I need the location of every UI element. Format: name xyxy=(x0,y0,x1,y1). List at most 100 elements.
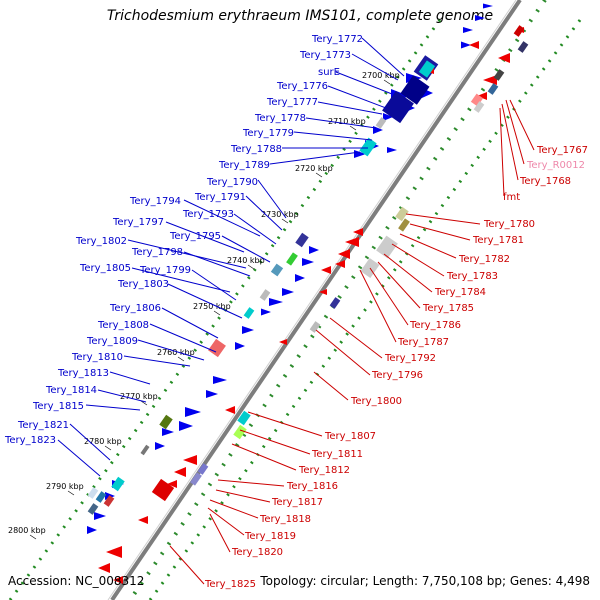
gene-label-reverse[interactable]: Tery_1816 xyxy=(286,481,338,492)
kbp-tick: 2790 kbp xyxy=(46,482,84,491)
gene-label-forward[interactable]: Tery_1814 xyxy=(45,385,97,396)
gene-label-forward[interactable]: Tery_1809 xyxy=(86,336,138,347)
reverse-cds-arrow xyxy=(279,339,287,345)
feature-block xyxy=(270,263,284,277)
gene-label-forward[interactable]: Tery_1776 xyxy=(276,81,328,92)
gene-label-forward[interactable]: Tery_1797 xyxy=(112,217,164,228)
leader-line-reverse xyxy=(209,499,259,519)
gene-label-reverse[interactable]: Tery_1768 xyxy=(519,176,571,187)
leader-line-forward xyxy=(183,199,261,237)
gene-label-forward[interactable]: Tery_1808 xyxy=(97,320,149,331)
gene-label-forward[interactable]: Tery_1813 xyxy=(57,368,109,379)
leader-line-reverse xyxy=(409,223,471,241)
gene-label-reverse[interactable]: Tery_1807 xyxy=(324,431,376,442)
gene-label-reverse[interactable]: Tery_1792 xyxy=(384,353,436,364)
gene-label-rna[interactable]: Tery_R0012 xyxy=(526,160,585,171)
gene-label-reverse[interactable]: Tery_1811 xyxy=(311,449,363,460)
feature-block xyxy=(259,289,271,301)
gene-features xyxy=(87,3,529,584)
gene-label-forward[interactable]: Tery_1821 xyxy=(17,420,69,431)
leader-line-reverse xyxy=(369,267,409,326)
leader-line-forward xyxy=(245,195,283,231)
gene-label-forward[interactable]: Tery_1793 xyxy=(182,209,234,220)
forward-cds-arrow xyxy=(295,274,305,282)
gene-label-forward[interactable]: Tery_1799 xyxy=(139,265,191,276)
gene-label-forward[interactable]: Tery_1791 xyxy=(194,192,246,203)
feature-block xyxy=(470,93,484,107)
leader-line-forward xyxy=(167,283,243,319)
forward-cds-arrow xyxy=(383,113,393,121)
gene-label-reverse[interactable]: Tery_1787 xyxy=(397,337,449,348)
gene-label-reverse[interactable]: Tery_1783 xyxy=(446,271,498,282)
gene-label-reverse[interactable]: fmt xyxy=(503,192,520,203)
gene-label-reverse[interactable]: Tery_1819 xyxy=(244,531,296,542)
gene-label-forward[interactable]: Tery_1788 xyxy=(230,144,282,155)
forward-leader-lines xyxy=(57,37,405,477)
gene-label-forward[interactable]: Tery_1806 xyxy=(109,303,161,314)
reverse-cds-arrow xyxy=(353,228,363,236)
feature-block xyxy=(295,232,309,248)
feature-block xyxy=(140,444,150,456)
gene-label-reverse[interactable]: Tery_1782 xyxy=(458,254,510,265)
kbp-tick: 2740 kbp xyxy=(227,256,265,265)
gene-label-reverse[interactable]: Tery_1800 xyxy=(350,396,402,407)
gene-label-reverse[interactable]: Tery_1767 xyxy=(536,145,588,156)
gene-label-forward[interactable]: Tery_1802 xyxy=(75,236,127,247)
leader-line-reverse xyxy=(209,513,231,553)
feature-block xyxy=(493,69,505,81)
feature-block xyxy=(233,424,247,440)
gene-label-forward[interactable]: Tery_1803 xyxy=(117,279,169,290)
kbp-tick: 2760 kbp xyxy=(157,348,195,357)
kbp-tick-mark xyxy=(383,79,391,85)
gene-label-forward[interactable]: Tery_1810 xyxy=(71,352,123,363)
gene-label-forward[interactable]: Tery_1772 xyxy=(311,34,363,45)
reverse-cds-arrow xyxy=(335,260,345,268)
gene-label-forward[interactable]: Tery_1794 xyxy=(129,196,181,207)
kbp-ruler: 2700 kbp 2710 kbp 2720 kbp 2730 kbp 2740… xyxy=(8,71,400,540)
reverse-cds-arrow xyxy=(98,563,110,573)
leader-line-reverse xyxy=(383,253,433,293)
gene-label-forward[interactable]: Tery_1773 xyxy=(299,50,351,61)
reverse-cds-block xyxy=(208,338,226,358)
reverse-cds-arrow xyxy=(477,92,487,100)
leader-line-forward xyxy=(233,213,277,245)
feature-block xyxy=(243,307,255,319)
gene-label-reverse[interactable]: Tery_1796 xyxy=(371,370,423,381)
gene-label-reverse[interactable]: Tery_1781 xyxy=(472,235,524,246)
forward-cds-arrow xyxy=(309,246,319,254)
gene-label-forward[interactable]: surE xyxy=(318,67,340,78)
gene-label-reverse[interactable]: Tery_1818 xyxy=(259,514,311,525)
gene-label-forward[interactable]: Tery_1789 xyxy=(218,160,270,171)
reverse-cds-block xyxy=(151,478,175,502)
forward-cds-block xyxy=(400,75,430,105)
gene-label-forward[interactable]: Tery_1805 xyxy=(79,263,131,274)
gene-label-forward[interactable]: Tery_1790 xyxy=(206,177,258,188)
gene-label-forward[interactable]: Tery_1778 xyxy=(254,113,306,124)
gene-label-forward[interactable]: Tery_1777 xyxy=(266,97,318,108)
gene-label-forward[interactable]: Tery_1815 xyxy=(32,401,84,412)
forward-cds-arrow xyxy=(94,512,106,520)
gene-label-forward[interactable]: Tery_1823 xyxy=(4,435,56,446)
gene-label-reverse[interactable]: Tery_1817 xyxy=(271,497,323,508)
gene-label-reverse[interactable]: Tery_1812 xyxy=(298,465,350,476)
feature-block xyxy=(286,252,298,266)
leader-line-forward xyxy=(269,151,361,165)
gene-label-reverse[interactable]: Tery_1786 xyxy=(409,320,461,331)
kbp-tick: 2750 kbp xyxy=(193,302,231,311)
kbp-tick-mark xyxy=(213,310,221,316)
reverse-cds-block xyxy=(513,25,525,37)
leader-line-reverse xyxy=(499,107,505,197)
gene-label-reverse[interactable]: Tery_1780 xyxy=(483,219,535,230)
gene-label-forward[interactable]: Tery_1795 xyxy=(169,231,221,242)
forward-gene-labels: Tery_1772 Tery_1773 surE Tery_1776 Tery_… xyxy=(4,34,363,446)
gene-label-reverse[interactable]: Tery_1784 xyxy=(434,287,486,298)
feature-block xyxy=(329,297,341,309)
gene-label-forward[interactable]: Tery_1798 xyxy=(131,247,183,258)
gene-label-forward[interactable]: Tery_1779 xyxy=(242,128,294,139)
gene-label-reverse[interactable]: Tery_1820 xyxy=(231,547,283,558)
kbp-tick-mark xyxy=(315,172,323,178)
leader-line-reverse xyxy=(377,261,421,309)
forward-cds-arrow xyxy=(261,308,271,316)
gene-label-reverse[interactable]: Tery_1785 xyxy=(422,303,474,314)
gene-label-reverse[interactable]: Tery_1825 xyxy=(204,579,256,590)
